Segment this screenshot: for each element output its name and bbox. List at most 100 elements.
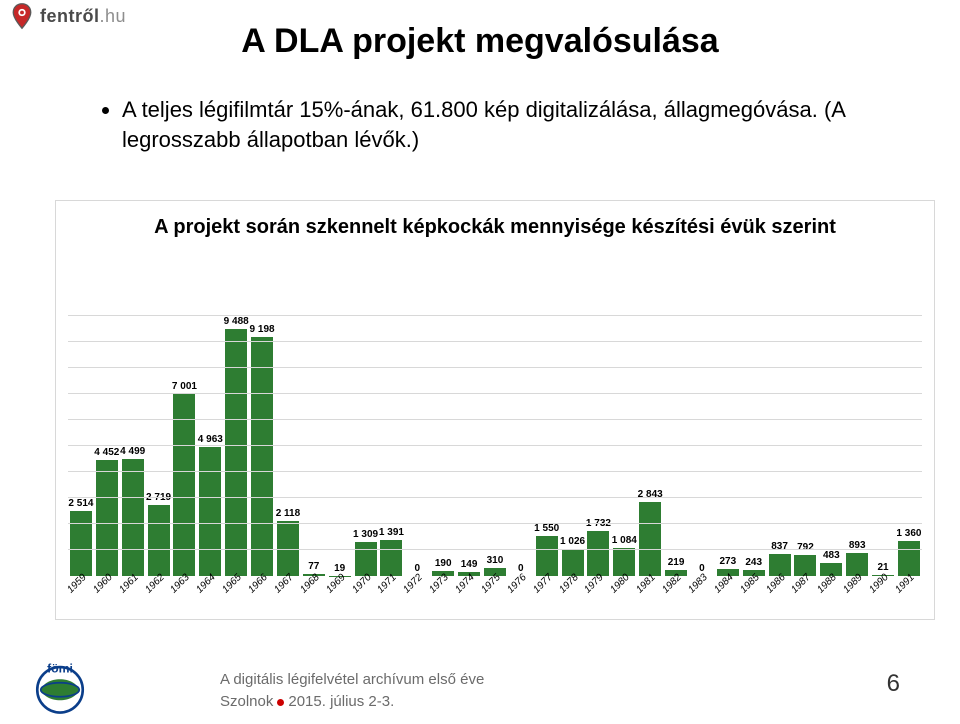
bar-1968: 77 — [301, 316, 327, 576]
bullet-dot-icon — [277, 699, 284, 706]
xaxis-label: 1973 — [427, 572, 451, 596]
xaxis-label: 1965 — [220, 572, 244, 596]
bar-1966: 9 198 — [249, 316, 275, 576]
bar-1972: 0 — [404, 316, 430, 576]
bar-1986: 837 — [767, 316, 793, 576]
xaxis-label: 1970 — [350, 572, 374, 596]
bar-1976: 0 — [508, 316, 534, 576]
xaxis-label: 1962 — [143, 572, 167, 596]
bar-value-label: 1 026 — [560, 536, 585, 547]
xaxis-label: 1985 — [738, 572, 762, 596]
bar — [148, 505, 170, 576]
bar-value-label: 837 — [771, 541, 788, 552]
xaxis-label: 1987 — [790, 572, 814, 596]
bar-1959: 2 514 — [68, 316, 94, 576]
bar-1990: 21 — [870, 316, 896, 576]
bar-1975: 310 — [482, 316, 508, 576]
bar-value-label: 7 001 — [172, 381, 197, 392]
chart-bars: 2 514 4 4524 4992 7197 001 4 963 9 4889 198… — [68, 316, 922, 576]
xaxis-label: 1971 — [376, 572, 400, 596]
bar-value-label: 4 963 — [198, 434, 223, 445]
bar-1982: 219 — [663, 316, 689, 576]
bar-1971: 1 391 — [379, 316, 405, 576]
bullet-item: A teljes légifilmtár 15%-ának, 61.800 ké… — [122, 95, 960, 154]
xaxis-label: 1975 — [479, 572, 503, 596]
fomi-logo-icon: fömi — [32, 660, 88, 716]
bar-1960: 4 452 — [94, 316, 120, 576]
xaxis-label: 1984 — [712, 572, 736, 596]
xaxis-label: 1967 — [272, 572, 296, 596]
xaxis-label: 1990 — [867, 572, 891, 596]
xaxis-label: 1963 — [169, 572, 193, 596]
xaxis-label: 1981 — [634, 572, 658, 596]
bar-1984: 273 — [715, 316, 741, 576]
bar-1981: 2 843 — [637, 316, 663, 576]
footer: fömi A digitális légifelvétel archívum e… — [0, 654, 960, 724]
svg-text:fömi: fömi — [47, 661, 73, 675]
bar-1965: 9 488 — [223, 316, 249, 576]
xaxis-label: 1969 — [324, 572, 348, 596]
bar-1987: 792 — [793, 316, 819, 576]
bar-value-label: 9 488 — [224, 316, 249, 327]
xaxis-label: 1959 — [65, 572, 89, 596]
bar-1989: 893 — [844, 316, 870, 576]
xaxis-label: 1976 — [505, 572, 529, 596]
xaxis-label: 1979 — [583, 572, 607, 596]
bar-value-label: 219 — [668, 557, 685, 568]
chart-xaxis: 1959196019611962196319641965196619671968… — [68, 568, 922, 613]
bar — [199, 447, 221, 576]
bar-1967: 2 118 — [275, 316, 301, 576]
bar-value-label: 1 360 — [896, 528, 921, 539]
xaxis-label: 1991 — [893, 572, 917, 596]
bar-value-label: 310 — [487, 555, 504, 566]
xaxis-label: 1966 — [246, 572, 270, 596]
bar-1973: 190 — [430, 316, 456, 576]
xaxis-label: 1986 — [764, 572, 788, 596]
bar-value-label: 273 — [719, 556, 736, 567]
bar-1988: 483 — [818, 316, 844, 576]
xaxis-label: 1989 — [841, 572, 865, 596]
bar — [639, 502, 661, 576]
bar-value-label: 1 084 — [612, 535, 637, 546]
xaxis-label: 1983 — [686, 572, 710, 596]
xaxis-label: 1982 — [660, 572, 684, 596]
bar — [122, 459, 144, 576]
xaxis-label: 1988 — [816, 572, 840, 596]
bar — [70, 511, 92, 576]
xaxis-label: 1960 — [91, 572, 115, 596]
bar-value-label: 9 198 — [250, 324, 275, 335]
bar-1962: 2 719 — [146, 316, 172, 576]
bar-1977: 1 550 — [534, 316, 560, 576]
bar-1969: 19 — [327, 316, 353, 576]
bar-value-label: 1 309 — [353, 529, 378, 540]
page-number: 6 — [887, 670, 900, 698]
bar-1978: 1 026 — [560, 316, 586, 576]
bar-1974: 149 — [456, 316, 482, 576]
bar — [251, 337, 273, 576]
bar-1983: 0 — [689, 316, 715, 576]
bar-value-label: 2 514 — [68, 498, 93, 509]
bar-value-label: 4 452 — [94, 447, 119, 458]
bar-value-label: 483 — [823, 550, 840, 561]
xaxis-label: 1972 — [402, 572, 426, 596]
body-bullets: A teljes légifilmtár 15%-ának, 61.800 ké… — [100, 95, 960, 154]
xaxis-label: 1961 — [117, 572, 141, 596]
bar-1964: 4 963 — [197, 316, 223, 576]
xaxis-label: 1964 — [195, 572, 219, 596]
bar-value-label: 792 — [797, 542, 814, 553]
bar-1991: 1 360 — [896, 316, 922, 576]
bar-1963: 7 001 — [172, 316, 198, 576]
xaxis-label: 1978 — [557, 572, 581, 596]
xaxis-label: 1968 — [298, 572, 322, 596]
bar-value-label: 1 550 — [534, 523, 559, 534]
chart-title: A projekt során szkennelt képkockák menn… — [56, 201, 934, 246]
chart-plot: 2 514 4 4524 4992 7197 001 4 963 9 4889 198… — [68, 316, 922, 576]
bar-1985: 243 — [741, 316, 767, 576]
bar-value-label: 2 118 — [276, 508, 300, 519]
footer-line1: A digitális légifelvétel archívum első é… — [220, 671, 484, 688]
xaxis-label: 1974 — [453, 572, 477, 596]
bar-value-label: 4 499 — [120, 446, 145, 457]
bar-1979: 1 732 — [586, 316, 612, 576]
footer-line2: Szolnok2015. július 2-3. — [220, 693, 394, 710]
xaxis-label: 1977 — [531, 572, 555, 596]
